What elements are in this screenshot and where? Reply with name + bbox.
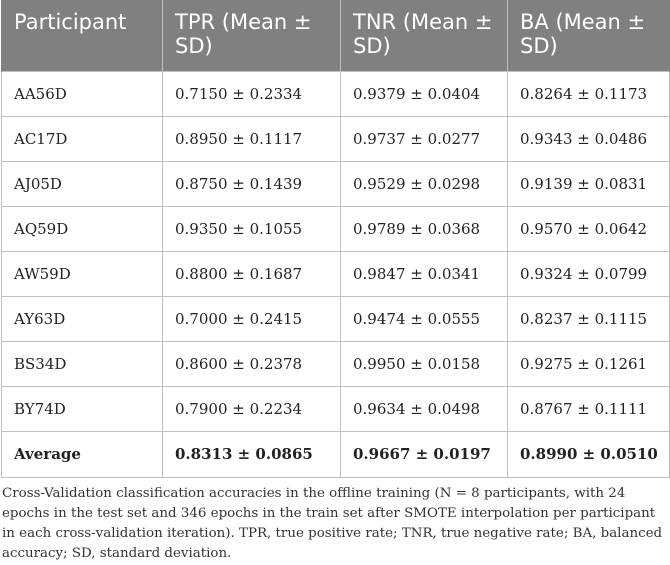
participant-cell: AY63D — [1, 295, 163, 342]
average-tnr: 0.9667 ± 0.0197 — [340, 430, 508, 478]
table-header-row: Participant TPR (Mean ± SD) TNR (Mean ± … — [1, 0, 670, 71]
tpr-cell: 0.8800 ± 0.1687 — [162, 250, 341, 297]
table-row: AW59D 0.8800 ± 0.1687 0.9847 ± 0.0341 0.… — [1, 250, 670, 297]
header-participant: Participant — [1, 0, 163, 71]
tpr-cell: 0.7000 ± 0.2415 — [162, 295, 341, 342]
tnr-cell: 0.9634 ± 0.0498 — [340, 385, 508, 432]
tpr-cell: 0.9350 ± 0.1055 — [162, 205, 341, 252]
table-row: BY74D 0.7900 ± 0.2234 0.9634 ± 0.0498 0.… — [1, 385, 670, 432]
tnr-cell: 0.9789 ± 0.0368 — [340, 205, 508, 252]
ba-cell: 0.8237 ± 0.1115 — [507, 295, 670, 342]
average-tpr: 0.8313 ± 0.0865 — [162, 430, 341, 478]
ba-cell: 0.9139 ± 0.0831 — [507, 160, 670, 207]
header-tpr: TPR (Mean ± SD) — [162, 0, 341, 71]
header-tnr: TNR (Mean ± SD) — [340, 0, 508, 71]
average-label: Average — [1, 430, 163, 478]
participant-cell: BS34D — [1, 340, 163, 387]
ba-cell: 0.9570 ± 0.0642 — [507, 205, 670, 252]
table-row: AY63D 0.7000 ± 0.2415 0.9474 ± 0.0555 0.… — [1, 295, 670, 342]
table-caption: Cross-Validation classification accuraci… — [2, 486, 663, 561]
participant-cell: AQ59D — [1, 205, 163, 252]
tpr-cell: 0.8950 ± 0.1117 — [162, 115, 341, 162]
table-row: AC17D 0.8950 ± 0.1117 0.9737 ± 0.0277 0.… — [1, 115, 670, 162]
tnr-cell: 0.9950 ± 0.0158 — [340, 340, 508, 387]
ba-cell: 0.9324 ± 0.0799 — [507, 250, 670, 297]
participant-cell: BY74D — [1, 385, 163, 432]
participant-cell: AJ05D — [1, 160, 163, 207]
tnr-cell: 0.9529 ± 0.0298 — [340, 160, 508, 207]
table-row: AJ05D 0.8750 ± 0.1439 0.9529 ± 0.0298 0.… — [1, 160, 670, 207]
table-row: AQ59D 0.9350 ± 0.1055 0.9789 ± 0.0368 0.… — [1, 205, 670, 252]
tpr-cell: 0.7150 ± 0.2334 — [162, 70, 341, 117]
table-row: AA56D 0.7150 ± 0.2334 0.9379 ± 0.0404 0.… — [1, 70, 670, 117]
average-ba: 0.8990 ± 0.0510 — [507, 430, 670, 478]
participant-cell: AA56D — [1, 70, 163, 117]
participant-cell: AC17D — [1, 115, 163, 162]
tnr-cell: 0.9474 ± 0.0555 — [340, 295, 508, 342]
ba-cell: 0.8767 ± 0.1111 — [507, 385, 670, 432]
tnr-cell: 0.9737 ± 0.0277 — [340, 115, 508, 162]
average-row: Average 0.8313 ± 0.0865 0.9667 ± 0.0197 … — [1, 430, 670, 478]
header-ba: BA (Mean ± SD) — [507, 0, 670, 71]
ba-cell: 0.9275 ± 0.1261 — [507, 340, 670, 387]
tnr-cell: 0.9847 ± 0.0341 — [340, 250, 508, 297]
tpr-cell: 0.7900 ± 0.2234 — [162, 385, 341, 432]
ba-cell: 0.9343 ± 0.0486 — [507, 115, 670, 162]
participant-cell: AW59D — [1, 250, 163, 297]
ba-cell: 0.8264 ± 0.1173 — [507, 70, 670, 117]
tnr-cell: 0.9379 ± 0.0404 — [340, 70, 508, 117]
tpr-cell: 0.8600 ± 0.2378 — [162, 340, 341, 387]
table-row: BS34D 0.8600 ± 0.2378 0.9950 ± 0.0158 0.… — [1, 340, 670, 387]
tpr-cell: 0.8750 ± 0.1439 — [162, 160, 341, 207]
accuracy-table: Participant TPR (Mean ± SD) TNR (Mean ± … — [1, 0, 670, 478]
